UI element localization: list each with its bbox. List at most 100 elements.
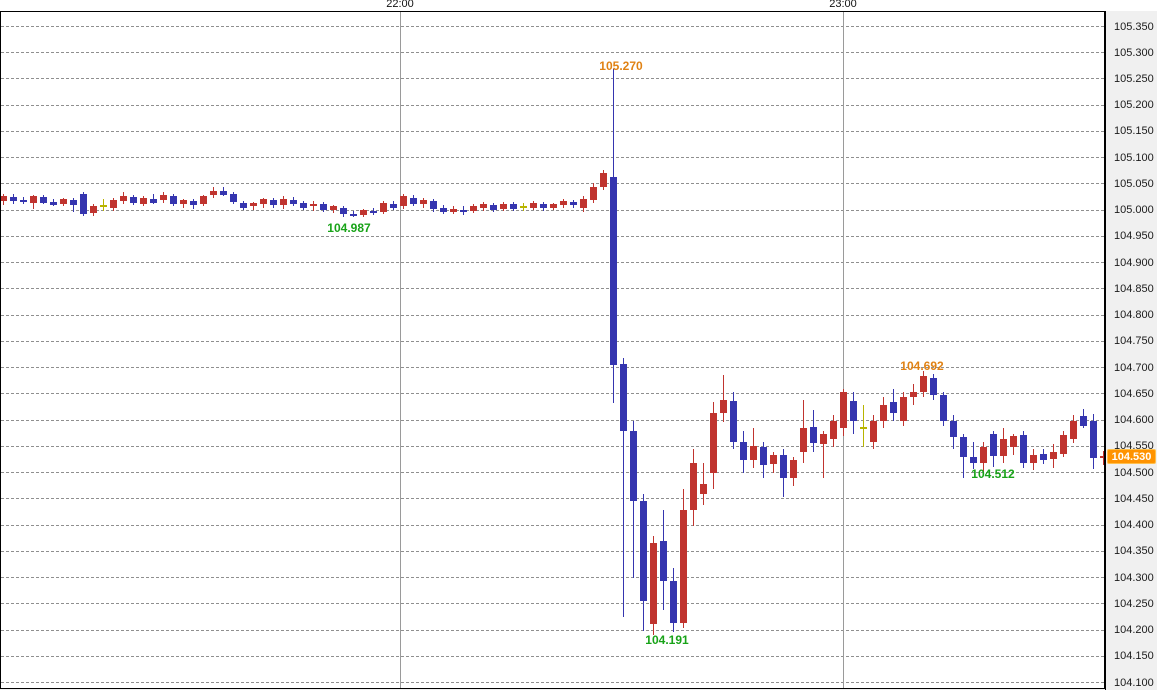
candle: [890, 402, 897, 413]
chart-plot-area[interactable]: 105.270 104.987 104.692 104.512 104.191: [0, 11, 1105, 689]
price-tick-label: 104.100: [1114, 676, 1154, 689]
candle: [420, 200, 427, 205]
price-tick-label: 104.950: [1114, 230, 1154, 243]
candle: [730, 400, 737, 442]
price-gridline: [1, 524, 1104, 526]
candle: [80, 193, 87, 214]
price-tick-label: 104.350: [1114, 545, 1154, 558]
candle: [860, 426, 867, 429]
candle: [740, 441, 747, 460]
price-gridline: [1, 577, 1104, 579]
candle: [190, 201, 197, 206]
candle: [620, 363, 627, 432]
price-gridline: [1, 314, 1104, 316]
candle: [790, 459, 797, 479]
candle: [120, 195, 127, 202]
candle: [750, 445, 757, 460]
candle: [710, 412, 717, 474]
candle: [480, 204, 487, 208]
candle: [150, 199, 157, 204]
candle: [660, 541, 667, 581]
candle: [460, 209, 467, 213]
candle-wick: [823, 431, 824, 479]
candle: [670, 580, 677, 623]
price-tick-label: 104.600: [1114, 414, 1154, 427]
candle: [180, 200, 187, 205]
candle: [1040, 453, 1047, 461]
candle: [430, 201, 437, 209]
price-gridline: [1, 498, 1104, 500]
price-tick-label: 104.750: [1114, 335, 1154, 348]
candle: [580, 199, 587, 209]
candle: [690, 462, 697, 510]
low-price-annotation: 104.191: [645, 633, 689, 647]
time-axis: [0, 0, 1157, 11]
price-gridline: [1, 209, 1104, 211]
candle: [130, 197, 137, 204]
candle: [1100, 456, 1104, 459]
price-gridline: [1, 78, 1104, 80]
candle: [520, 206, 527, 209]
candle: [540, 204, 547, 209]
candle: [570, 202, 577, 206]
candle: [390, 204, 397, 208]
price-tick-label: 104.700: [1114, 361, 1154, 374]
candle: [850, 400, 857, 421]
candle: [450, 208, 457, 212]
candle: [330, 206, 337, 210]
price-gridline: [1, 629, 1104, 631]
price-tick-label: 104.450: [1114, 492, 1154, 505]
price-tick-label: 105.050: [1114, 177, 1154, 190]
candle: [800, 428, 807, 453]
candle: [640, 500, 647, 601]
candle: [760, 446, 767, 466]
price-gridline: [1, 157, 1104, 159]
candle: [550, 204, 557, 208]
candle: [1030, 454, 1037, 463]
candle: [370, 210, 377, 213]
candle: [920, 375, 927, 392]
candle: [780, 454, 787, 479]
price-gridline: [1, 130, 1104, 132]
candle: [10, 197, 17, 202]
price-gridline: [1, 472, 1104, 474]
price-tick-label: 104.500: [1114, 466, 1154, 479]
candle: [940, 395, 947, 421]
candle: [830, 420, 837, 439]
candle: [610, 176, 617, 365]
price-tick-label: 104.250: [1114, 597, 1154, 610]
candle: [300, 203, 307, 208]
candle: [280, 199, 287, 206]
candle: [1090, 420, 1097, 459]
candle-wick: [863, 404, 864, 447]
candle: [900, 396, 907, 421]
price-tick-label: 105.200: [1114, 99, 1154, 112]
candle: [60, 199, 67, 205]
price-tick-label: 104.800: [1114, 309, 1154, 322]
price-tick-label: 105.350: [1114, 20, 1154, 33]
price-tick-label: 104.650: [1114, 387, 1154, 400]
price-gridline: [1, 367, 1104, 369]
price-gridline: [1, 262, 1104, 264]
candle: [200, 195, 207, 205]
price-gridline: [1, 26, 1104, 27]
candle: [380, 203, 387, 212]
candle: [360, 209, 367, 215]
candle: [110, 200, 117, 209]
candle: [220, 190, 227, 195]
price-tick-label: 104.550: [1114, 440, 1154, 453]
high-price-annotation: 104.692: [900, 359, 944, 373]
candle: [980, 446, 987, 463]
candle: [630, 431, 637, 501]
price-gridline: [1, 104, 1104, 106]
candle: [680, 509, 687, 623]
candle: [1050, 452, 1057, 460]
candle: [350, 213, 357, 216]
current-price-tag: 104.530: [1107, 449, 1156, 465]
candle: [510, 204, 517, 209]
candle: [1, 195, 7, 202]
candle: [770, 454, 777, 464]
price-tick-label: 105.100: [1114, 151, 1154, 164]
candle: [250, 203, 257, 207]
price-axis: 104.530 105.350 105.300 105.250 105.200 105.…: [1105, 11, 1157, 690]
